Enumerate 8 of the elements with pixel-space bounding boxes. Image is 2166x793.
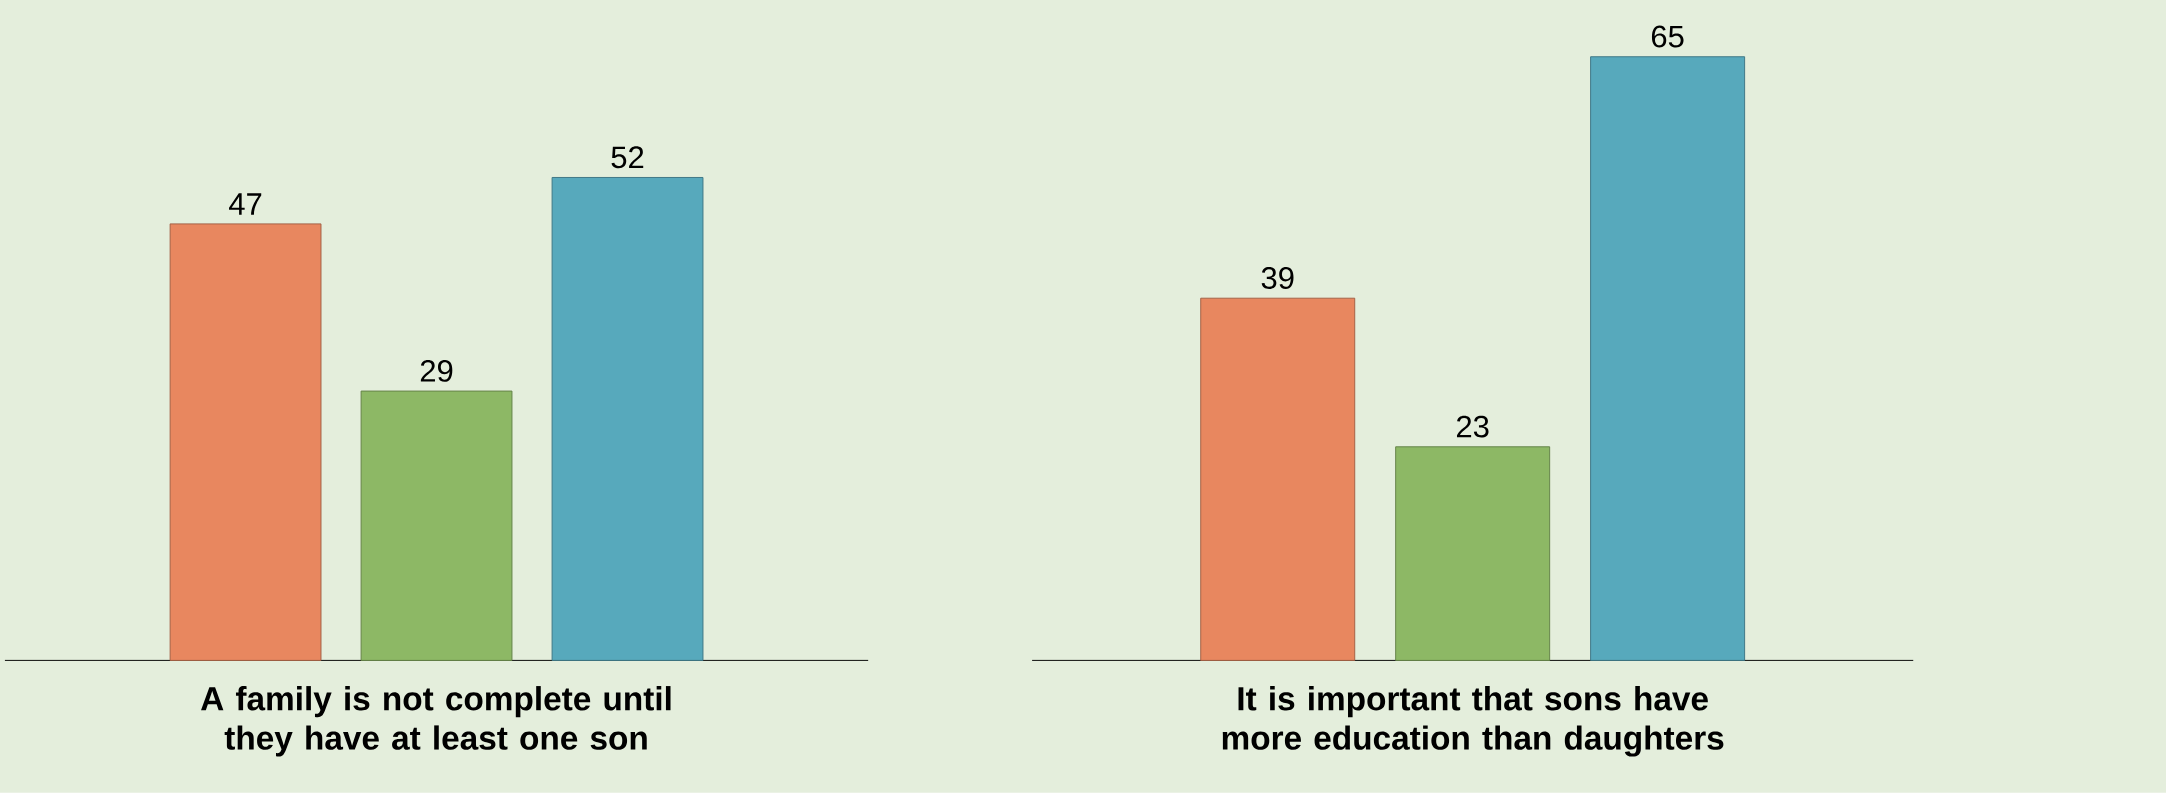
data-label: 23 [1456, 415, 1489, 438]
data-label: 29 [420, 360, 453, 383]
data-label: 52 [611, 146, 644, 169]
x-axis-title: It is important that sons have more education than daughters [1222, 686, 1724, 757]
data-label: 65 [1651, 25, 1684, 48]
data-label: 39 [1261, 267, 1294, 290]
data-label: 47 [229, 193, 262, 215]
x-axis-title: A family is not complete until they have at least one son [201, 686, 671, 757]
